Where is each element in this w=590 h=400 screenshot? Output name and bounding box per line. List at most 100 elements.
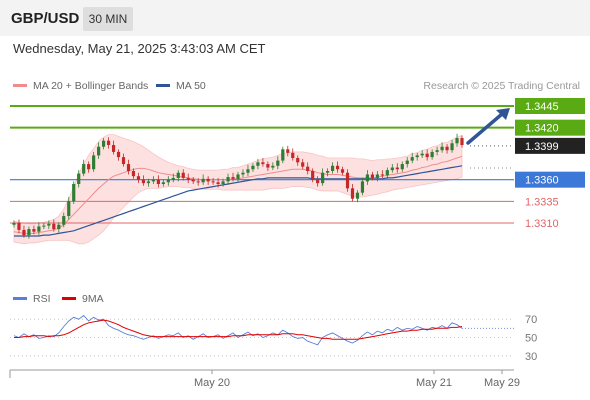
candle-body [111, 145, 116, 152]
projection-arrow-head [496, 108, 510, 120]
candle-body [306, 166, 310, 171]
candle-body [365, 174, 370, 182]
legend-ma20: MA 20 + Bollinger Bands [13, 80, 148, 92]
candle-body [151, 179, 155, 182]
symbol-title: GBP/USD [11, 10, 80, 27]
candle-body [301, 162, 305, 167]
candle-body [370, 174, 374, 178]
legend-9ma: 9MA [62, 293, 104, 305]
level-label-4: 1.3335 [525, 196, 559, 208]
timestamp: Wednesday, May 21, 2025 3:43:03 AM CET [13, 41, 266, 56]
candle-body [435, 150, 439, 152]
candle-body [27, 229, 31, 236]
candle-body [450, 143, 454, 151]
candle-body [345, 172, 350, 189]
candle-body [131, 171, 136, 177]
candle-body [141, 179, 146, 184]
chart-header: GBP/USD 30 MIN [0, 0, 590, 36]
rsi-panel: 70 50 30 [10, 314, 537, 363]
timeframe-button[interactable]: 30 MIN [83, 7, 133, 31]
legend-label-ma20: MA 20 + Bollinger Bands [33, 80, 149, 92]
candle-body [271, 165, 275, 168]
candle-body [12, 223, 16, 225]
candle-body [201, 178, 205, 183]
x-tick-label: May 29 [484, 377, 520, 389]
candle-body [82, 164, 86, 174]
level-label-3: 1.3360 [525, 175, 559, 187]
candle-body [385, 170, 389, 176]
candle-body [246, 169, 250, 173]
candle-body [261, 162, 265, 165]
candle-body [241, 172, 245, 175]
candle-body [316, 179, 320, 184]
bollinger-band-area [13, 134, 463, 245]
candle-body [126, 164, 131, 171]
candle-body [181, 172, 185, 178]
level-label-5: 1.3310 [525, 218, 559, 230]
price-levels [10, 105, 514, 224]
candle-body [206, 178, 210, 182]
candle-body [266, 164, 270, 168]
legend-swatch-ma20 [13, 83, 27, 87]
candle-body [92, 155, 96, 170]
candle-body [186, 177, 190, 180]
candle-body [62, 216, 66, 225]
candle-body [400, 164, 404, 170]
candle-body [340, 169, 345, 173]
candle-body [390, 167, 394, 171]
candle-body [121, 157, 126, 165]
candle-body [146, 181, 150, 184]
candle-body [166, 179, 170, 183]
x-tick-label: May 21 [416, 377, 452, 389]
rsi-series-rsi [13, 314, 463, 346]
legend-swatch-9ma [62, 296, 76, 300]
candle-body [350, 188, 355, 199]
credit-text: Research © 2025 Trading Central [423, 80, 580, 92]
candle-body [330, 165, 335, 171]
candle-body [102, 140, 106, 147]
candle-body [335, 165, 340, 170]
candle-body [410, 157, 414, 161]
candle-body [17, 223, 21, 230]
legend-label-ma50: MA 50 [176, 80, 206, 92]
candle-body [425, 153, 429, 158]
candle-body [380, 174, 384, 176]
candle-body [395, 167, 399, 170]
candle-body [296, 158, 300, 163]
candle-body [87, 164, 91, 170]
candle-body [291, 152, 295, 158]
candle-body [72, 184, 76, 202]
rsi-series-9ma [14, 319, 463, 340]
candle-body [37, 226, 41, 232]
rsi-tick-label: 70 [525, 314, 537, 326]
legend-ma50: MA 50 [156, 80, 206, 92]
candle-body [445, 146, 449, 151]
candle-body [211, 181, 215, 183]
level-label-1: 1.3420 [525, 123, 559, 135]
level-labels: 1.3445 1.3420 1.3399 1.3360 1.3335 1.3310 [515, 98, 585, 230]
legend-swatch-rsi [13, 296, 27, 300]
candle-body [22, 229, 26, 236]
candle-body [455, 138, 459, 144]
level-tag-last [515, 137, 585, 154]
candle-body [321, 172, 325, 184]
candle-body [360, 181, 365, 193]
projection [466, 108, 510, 145]
candle-body [276, 160, 280, 166]
candle-body [231, 177, 235, 179]
candle-body [67, 201, 71, 217]
candle-body [171, 177, 175, 180]
candle-body [430, 151, 434, 158]
candle-body [226, 177, 230, 182]
legend-rsi: RSI [13, 293, 51, 305]
level-label-0: 1.3445 [525, 101, 559, 113]
legend-label-9ma: 9MA [82, 293, 104, 305]
legend-swatch-ma50 [156, 83, 170, 87]
candle-body [251, 165, 255, 170]
candle-body [281, 149, 285, 161]
candle-body [196, 181, 200, 183]
bollinger-band [13, 134, 463, 245]
rsi-tick-label: 30 [525, 351, 537, 363]
candle-body [415, 155, 419, 158]
candle-body [77, 173, 81, 184]
